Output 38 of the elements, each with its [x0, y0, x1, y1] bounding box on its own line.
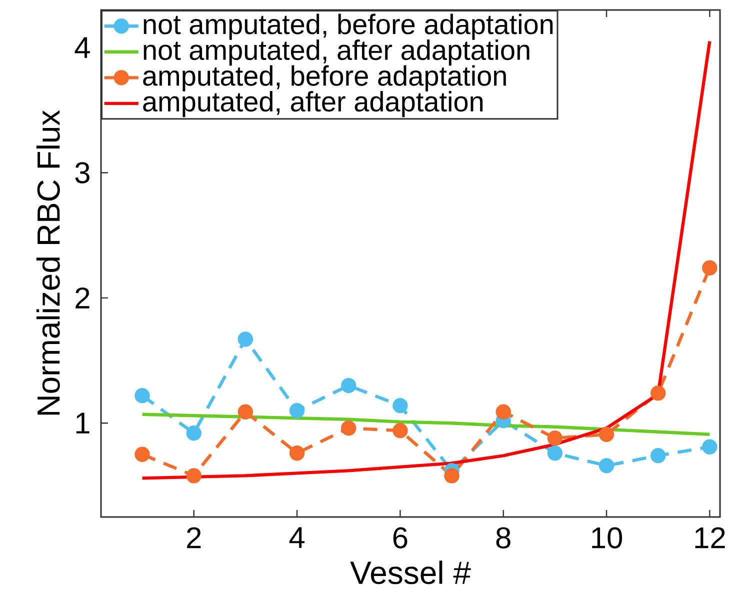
- x-tick-label: 12: [695, 527, 725, 548]
- x-tick-label: 8: [496, 527, 510, 548]
- point: [702, 439, 718, 454]
- x-tick-label: 4: [289, 527, 304, 548]
- point: [650, 448, 666, 464]
- x-tick-label: 10: [592, 527, 622, 548]
- point: [496, 404, 511, 420]
- point: [186, 426, 202, 441]
- legend-label: not amputated, after adaptation: [144, 40, 530, 66]
- y-tick-label: 4: [74, 37, 90, 58]
- point: [598, 458, 614, 474]
- point: [547, 446, 563, 461]
- x-tick-label: 6: [393, 527, 408, 548]
- point: [341, 420, 356, 436]
- y-tick-label: 3: [75, 162, 90, 184]
- x-tick-label: 2: [187, 527, 201, 548]
- y-axis-title: Normalized RBC Flux: [36, 110, 60, 415]
- point: [392, 398, 408, 414]
- point: [289, 446, 305, 461]
- x-axis-title: Vessel #: [350, 560, 471, 584]
- point: [238, 332, 254, 347]
- y-tick-label: 1: [76, 412, 90, 434]
- point: [238, 404, 254, 420]
- point: [598, 426, 614, 442]
- point: [547, 430, 563, 446]
- legend-label: amputated, after adaptation: [143, 91, 483, 118]
- point: [134, 388, 150, 404]
- point: [341, 378, 356, 394]
- point: [702, 260, 718, 276]
- point: [186, 468, 202, 484]
- point: [392, 423, 408, 438]
- point: [444, 468, 460, 484]
- point: [289, 402, 305, 418]
- legend-label: not amputated, before adaptation: [144, 14, 553, 40]
- point: [650, 385, 666, 401]
- legend-label: amputated, before adaptation: [143, 65, 506, 92]
- y-tick-label: 2: [76, 287, 90, 308]
- point: [134, 446, 150, 462]
